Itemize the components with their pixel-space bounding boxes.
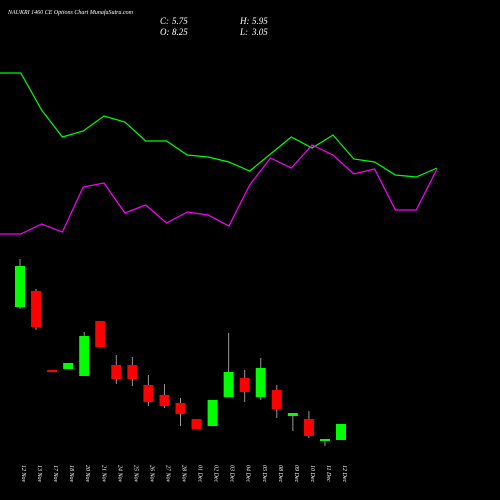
line	[0, 72, 438, 178]
stat-label: L:	[239, 27, 248, 37]
x-tick-label: 20 Nov	[84, 465, 90, 483]
stat-value: 8.25	[172, 27, 188, 37]
x-tick-label: 01 Dec	[197, 465, 203, 482]
stat-label: H:	[239, 16, 250, 26]
x-tick-label: 17 Nov	[52, 465, 58, 483]
candle-body	[287, 413, 298, 416]
x-tick-label: 11 Dec	[325, 465, 331, 482]
candle-body	[336, 424, 346, 440]
candle-body	[207, 400, 218, 426]
x-tick-label: 12 Dec	[341, 465, 347, 482]
x-tick-label: 24 Nov	[116, 465, 123, 483]
x-tick-label: 18 Nov	[68, 465, 74, 483]
candle-body	[63, 363, 74, 369]
candle-body	[319, 439, 330, 441]
x-tick-label: 08 Dec	[277, 465, 283, 482]
x-tick-label: 10 Dec	[309, 465, 315, 482]
candle-body	[159, 395, 170, 406]
candle-body	[239, 378, 250, 392]
chart-title: NAUKRI 1460 CE Options Chart MunafaSutra…	[7, 9, 134, 16]
x-tick-label: 13 Nov	[36, 465, 42, 483]
stat-value: 5.75	[172, 16, 188, 26]
stat-label: O:	[160, 27, 170, 37]
candle-body	[271, 390, 282, 409]
candle-body	[175, 403, 186, 414]
x-tick-label: 12 Nov	[20, 465, 26, 483]
candle-body	[303, 419, 314, 436]
x-tick-label: 02 Dec	[213, 465, 219, 482]
candle-body	[143, 385, 154, 402]
x-tick-label: 21 Nov	[100, 465, 106, 483]
stat-value: 5.95	[252, 16, 268, 26]
x-tick-label: 26 Nov	[148, 465, 154, 483]
x-tick-label: 05 Dec	[261, 465, 267, 482]
candle-body	[223, 372, 234, 397]
x-tick-label: 27 Nov	[164, 465, 170, 483]
candle-body	[15, 266, 25, 307]
x-tick-label: 04 Dec	[245, 465, 252, 482]
candle-body	[191, 419, 202, 429]
x-tick-label: 03 Dec	[229, 465, 235, 482]
line	[0, 144, 438, 235]
stat-label: C:	[160, 16, 169, 26]
candle-body	[111, 365, 122, 379]
candle-body	[31, 291, 42, 327]
candle-body	[255, 368, 266, 397]
x-tick-label: 28 Nov	[181, 465, 187, 483]
candle-body	[95, 321, 106, 347]
candle-body	[47, 370, 58, 372]
x-tick-label: 09 Dec	[293, 465, 299, 482]
candle-body	[79, 336, 90, 376]
x-tick-label: 25 Nov	[132, 465, 138, 483]
stat-value: 3.05	[251, 27, 268, 37]
candle-body	[127, 365, 138, 379]
